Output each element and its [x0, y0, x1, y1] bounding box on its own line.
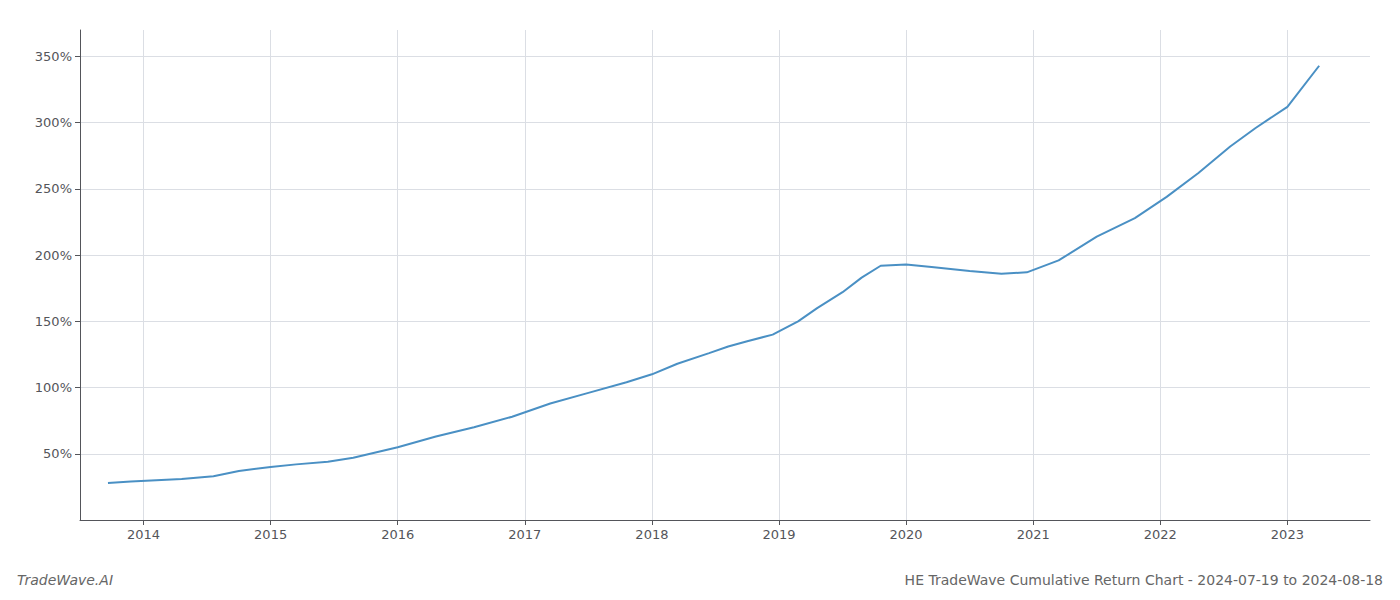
- svg-text:2020: 2020: [890, 527, 923, 542]
- svg-text:2014: 2014: [127, 527, 160, 542]
- svg-text:2021: 2021: [1017, 527, 1050, 542]
- svg-text:150%: 150%: [35, 314, 72, 329]
- svg-text:350%: 350%: [35, 49, 72, 64]
- svg-text:2016: 2016: [381, 527, 414, 542]
- svg-text:2015: 2015: [254, 527, 287, 542]
- svg-text:2019: 2019: [762, 527, 795, 542]
- svg-text:100%: 100%: [35, 380, 72, 395]
- svg-text:2017: 2017: [508, 527, 541, 542]
- svg-text:2023: 2023: [1271, 527, 1304, 542]
- svg-text:HE TradeWave Cumulative Return: HE TradeWave Cumulative Return Chart - 2…: [905, 572, 1383, 588]
- svg-text:TradeWave.AI: TradeWave.AI: [17, 572, 113, 588]
- svg-text:2018: 2018: [635, 527, 668, 542]
- svg-text:2022: 2022: [1144, 527, 1177, 542]
- svg-text:50%: 50%: [43, 446, 72, 461]
- svg-text:250%: 250%: [35, 181, 72, 196]
- svg-text:300%: 300%: [35, 115, 72, 130]
- svg-text:200%: 200%: [35, 248, 72, 263]
